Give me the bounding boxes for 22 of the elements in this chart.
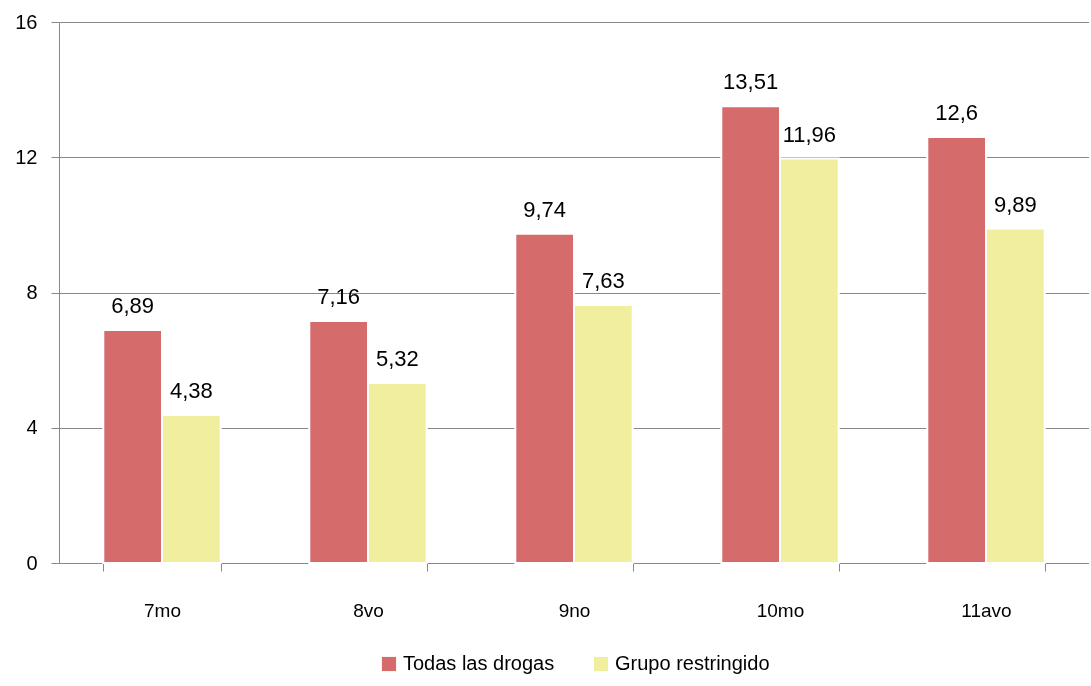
data-label: 12,6 bbox=[935, 99, 979, 125]
data-label: 9,74 bbox=[523, 196, 567, 222]
y-tick-label: 12 bbox=[15, 145, 38, 168]
x-tick-label: 9no bbox=[558, 599, 591, 621]
data-label: 7,63 bbox=[581, 268, 625, 294]
data-label: 11,96 bbox=[782, 121, 837, 147]
data-label: 4,38 bbox=[169, 377, 213, 403]
x-tick-label: 8vo bbox=[353, 599, 384, 621]
x-tick-label: 7mo bbox=[144, 599, 181, 621]
y-tick-label: 0 bbox=[26, 551, 38, 574]
data-label: 6,89 bbox=[111, 293, 155, 319]
data-label: 7,16 bbox=[317, 283, 361, 309]
legend-label: Grupo restringido bbox=[615, 652, 770, 674]
data-label: 13,51 bbox=[723, 69, 779, 95]
x-tick-label: 10mo bbox=[756, 599, 805, 621]
data-label: 9,89 bbox=[993, 191, 1037, 217]
legend-label: Todas las drogas bbox=[403, 652, 555, 674]
y-tick-label: 16 bbox=[15, 10, 38, 33]
data-label: 5,32 bbox=[375, 346, 419, 372]
y-tick-label: 4 bbox=[26, 416, 38, 439]
x-tick-label: 11avo bbox=[961, 599, 1012, 621]
y-tick-label: 8 bbox=[26, 281, 38, 303]
